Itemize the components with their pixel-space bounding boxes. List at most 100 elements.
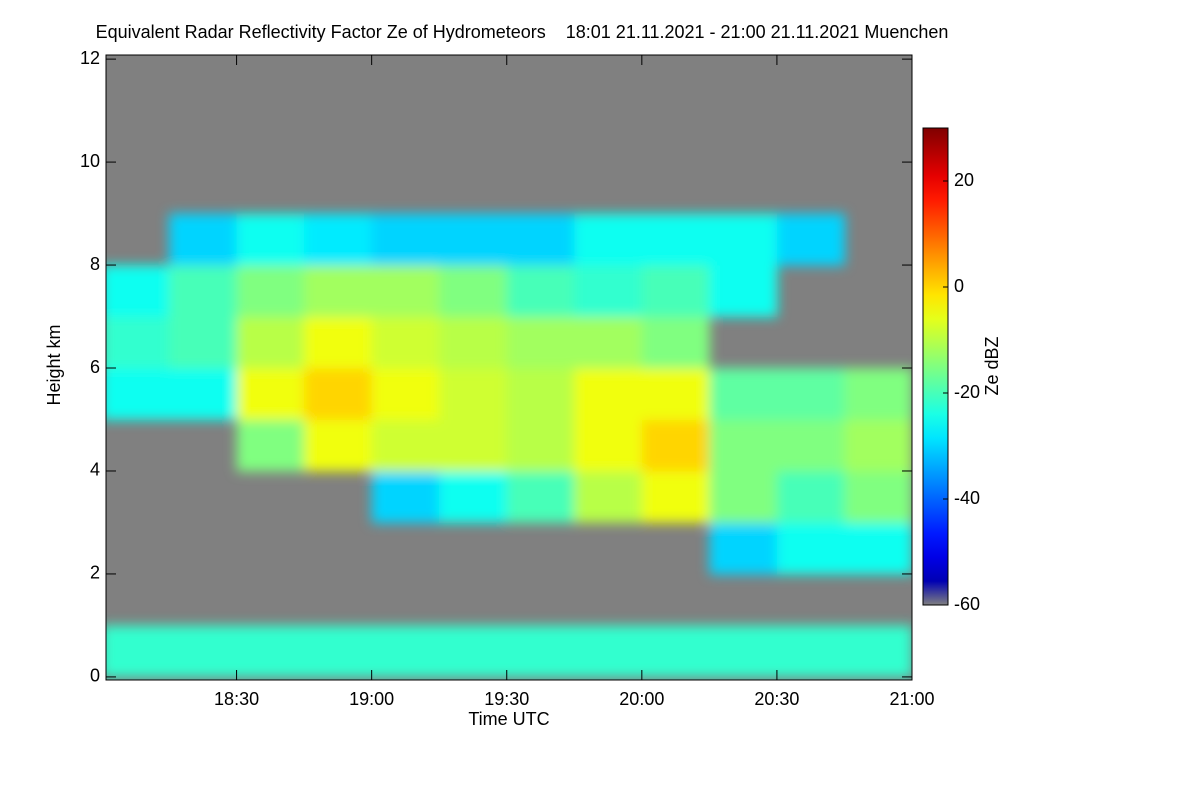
heatmap-cell	[776, 368, 845, 420]
heatmap-cell	[169, 625, 238, 678]
colorbar-tick-label: -20	[954, 382, 980, 402]
heatmap-cell	[236, 265, 305, 318]
heatmap-cell	[169, 368, 238, 420]
colorbar-label: Ze dBZ	[982, 336, 1002, 395]
heatmap-cell	[574, 368, 643, 420]
heatmap-cell	[106, 316, 170, 369]
y-tick-label: 2	[90, 563, 100, 583]
heatmap-cell	[574, 265, 643, 318]
y-tick-label: 0	[90, 666, 100, 686]
y-tick-label: 12	[80, 48, 100, 68]
heatmap-cell	[371, 213, 440, 266]
heatmap-cell	[709, 625, 778, 678]
y-axis-label: Height km	[44, 324, 64, 405]
x-tick-label: 20:00	[619, 689, 664, 709]
heatmap-cell	[574, 470, 643, 523]
heatmap-cell	[709, 522, 778, 575]
heatmap-cell	[439, 419, 508, 472]
heatmap-cell	[304, 419, 373, 472]
x-tick-label: 19:00	[349, 689, 394, 709]
plot-frame	[105, 54, 913, 681]
heatmap-cell	[169, 265, 238, 318]
heatmap-cell	[506, 625, 575, 678]
heatmap-cell	[371, 316, 440, 369]
heatmap-cell	[506, 470, 575, 523]
colorbar-tick-label: 20	[954, 170, 974, 190]
heatmap-cell	[776, 470, 845, 523]
y-tick-label: 8	[90, 254, 100, 274]
heatmap-cell	[641, 419, 710, 472]
x-tick-label: 21:00	[889, 689, 934, 709]
heatmap-cell	[844, 625, 912, 678]
colorbar-tick-label: 0	[954, 276, 964, 296]
heatmap-cell	[439, 368, 508, 420]
heatmap-cell	[106, 265, 170, 318]
chart-title: Equivalent Radar Reflectivity Factor Ze …	[96, 22, 949, 42]
colorbar	[922, 127, 949, 606]
heatmap-cell	[844, 368, 912, 420]
heatmap-cell	[439, 625, 508, 678]
heatmap-cell	[776, 522, 845, 575]
heatmap-cell	[641, 265, 710, 318]
colorbar-tick-label: -60	[954, 594, 980, 614]
heatmap-cell	[106, 625, 170, 678]
heatmap-cell	[574, 625, 643, 678]
heatmap-cell	[236, 368, 305, 420]
heatmap-cell	[371, 265, 440, 318]
heatmap-cell	[304, 316, 373, 369]
heatmap-cell	[506, 265, 575, 318]
heatmap-cell	[236, 625, 305, 678]
heatmap-cell	[506, 316, 575, 369]
heatmap-cell	[574, 419, 643, 472]
y-tick-label: 10	[80, 151, 100, 171]
heatmap-cell	[844, 470, 912, 523]
heatmap-cell	[371, 470, 440, 523]
heatmap-cell	[371, 419, 440, 472]
x-tick-label: 20:30	[754, 689, 799, 709]
heatmap-cell	[641, 368, 710, 420]
heatmap-cell	[304, 368, 373, 420]
heatmap-cell	[439, 265, 508, 318]
heatmap-cell	[709, 213, 778, 266]
heatmap-cell	[641, 625, 710, 678]
heatmap-cell	[506, 419, 575, 472]
heatmap-cell	[169, 316, 238, 369]
heatmap-cell	[106, 368, 170, 420]
heatmap-cell	[439, 213, 508, 266]
heatmap-cell	[236, 213, 305, 266]
heatmap-cell	[641, 470, 710, 523]
heatmap-cell	[574, 213, 643, 266]
heatmap-cell	[304, 625, 373, 678]
heatmap-cell	[236, 316, 305, 369]
heatmap-cell	[844, 522, 912, 575]
x-tick-label: 18:30	[214, 689, 259, 709]
heatmap-cells	[106, 213, 912, 678]
colorbar-tick-label: -40	[954, 488, 980, 508]
heatmap-cell	[304, 213, 373, 266]
y-tick-label: 6	[90, 357, 100, 377]
heatmap-cell	[574, 316, 643, 369]
x-axis-label: Time UTC	[468, 709, 549, 729]
heatmap-cell	[169, 213, 238, 266]
heatmap-cell	[709, 470, 778, 523]
y-tick-label: 4	[90, 460, 100, 480]
heatmap-cell	[371, 368, 440, 420]
heatmap-cell	[844, 419, 912, 472]
heatmap-field	[106, 213, 912, 678]
heatmap-cell	[506, 368, 575, 420]
heatmap-cell	[439, 470, 508, 523]
heatmap-cell	[236, 419, 305, 472]
x-tick-label: 19:30	[484, 689, 529, 709]
heatmap-cell	[709, 419, 778, 472]
heatmap-cell	[304, 265, 373, 318]
heatmap-cell	[439, 316, 508, 369]
heatmap-cell	[776, 625, 845, 678]
heatmap-cell	[776, 213, 845, 266]
heatmap-cell	[371, 625, 440, 678]
heatmap-cell	[641, 316, 710, 369]
heatmap-cell	[641, 213, 710, 266]
heatmap-cell	[776, 419, 845, 472]
heatmap-cell	[506, 213, 575, 266]
heatmap-cell	[709, 368, 778, 420]
